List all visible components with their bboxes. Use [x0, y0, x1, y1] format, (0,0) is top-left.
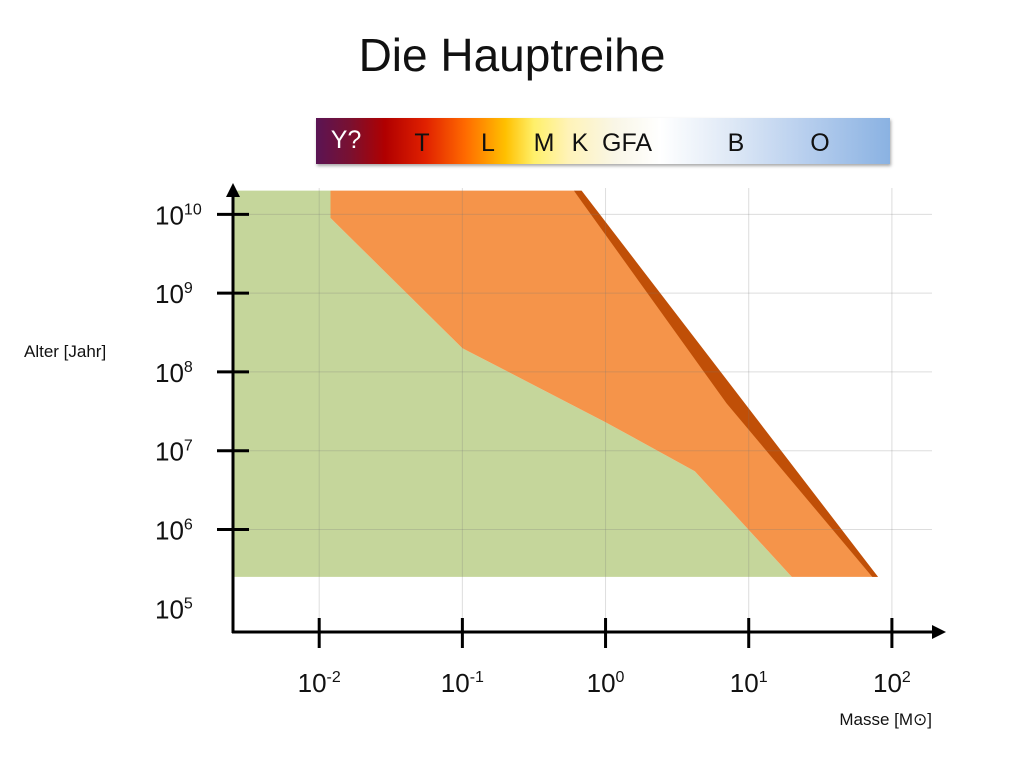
region-0 — [233, 190, 792, 577]
y-tick-label-3: 108 — [155, 358, 193, 388]
x-tick-label-2: 100 — [587, 668, 625, 698]
spectral-class-y: Y? — [330, 126, 362, 154]
y-axis-arrowhead — [226, 183, 240, 197]
x-tick-label-3: 101 — [730, 668, 768, 698]
spectral-class-b: B — [727, 129, 745, 157]
x-axis-arrowhead — [932, 625, 946, 639]
slide-title: Die Hauptreihe — [358, 29, 666, 81]
spectral-class-k: K — [571, 129, 589, 157]
axes-layer — [217, 183, 946, 648]
grid-layer — [233, 188, 932, 632]
x-tick-label-0: 10-2 — [298, 668, 341, 698]
spectral-class-bar: Y? T L M K GFA B O — [316, 118, 890, 164]
y-axis-title: Alter [Jahr] — [24, 342, 106, 361]
spectral-class-t: T — [414, 129, 430, 157]
spectral-class-m: M — [533, 129, 555, 157]
region-1 — [330, 190, 878, 577]
x-tick-label-1: 10-1 — [441, 668, 484, 698]
spectral-class-l: L — [481, 129, 495, 157]
x-tick-label-4: 102 — [873, 668, 911, 698]
y-tick-label-2: 107 — [155, 437, 193, 467]
spectral-class-o: O — [810, 129, 830, 157]
x-axis-title: Masse [M⊙] — [839, 710, 932, 729]
y-tick-label-4: 109 — [155, 279, 193, 309]
region-2 — [573, 190, 878, 577]
spectral-class-gfa: GFA — [601, 129, 653, 157]
y-tick-label-5: 1010 — [155, 200, 202, 230]
y-tick-label-1: 106 — [155, 515, 193, 545]
y-tick-label-0: 105 — [155, 594, 193, 624]
regions-layer — [233, 190, 878, 577]
labels-layer: 10-2 10-1 100 101 102 105 106 107 108 109 1010 — [155, 200, 911, 698]
